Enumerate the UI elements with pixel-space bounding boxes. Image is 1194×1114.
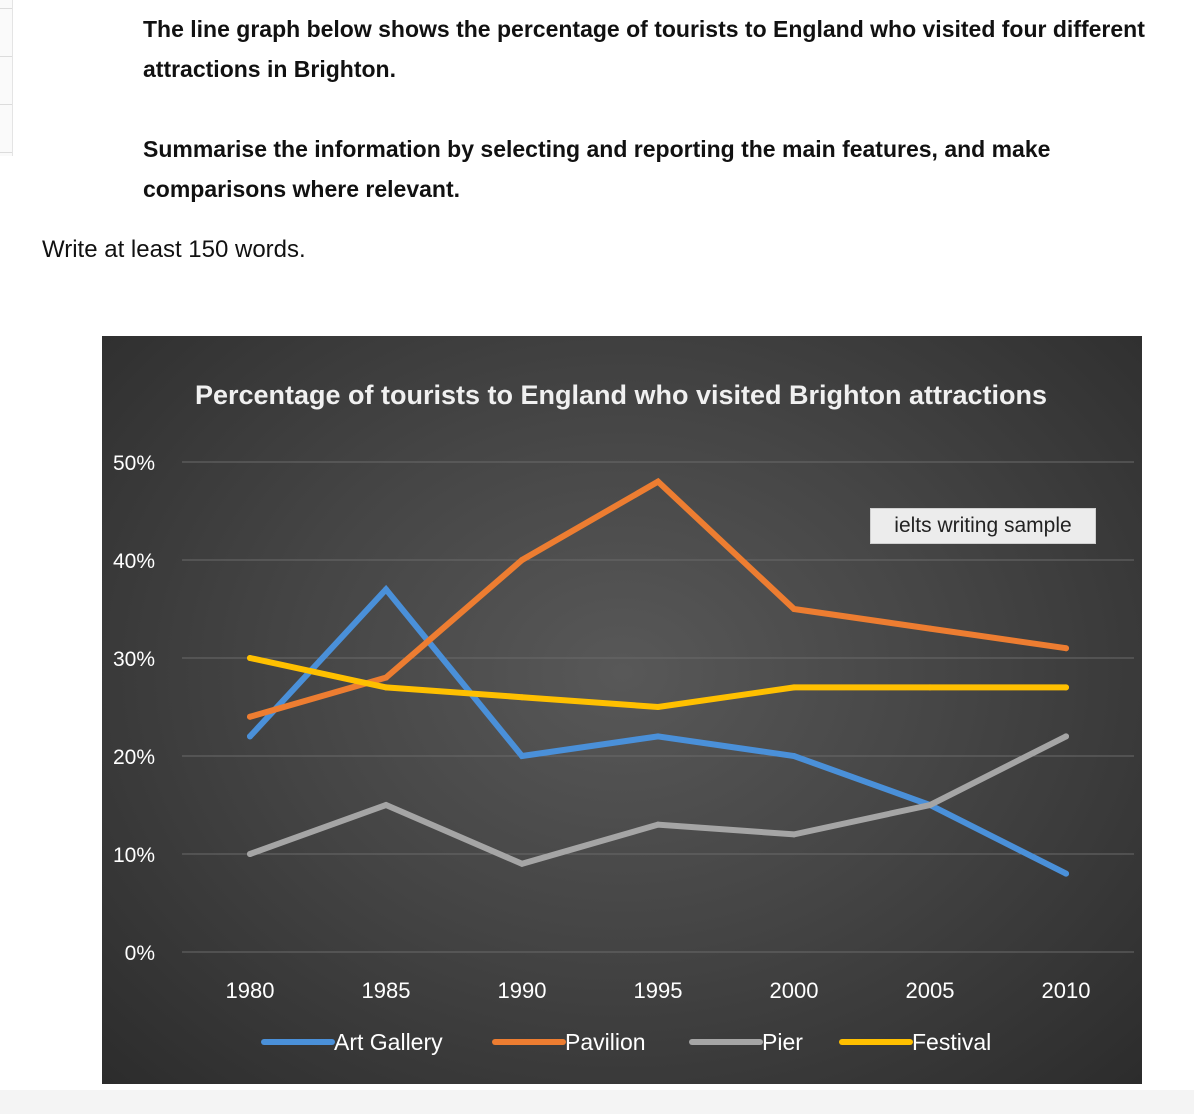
y-tick-label: 0% (125, 942, 155, 965)
word-count-instruction: Write at least 150 words. (42, 236, 306, 263)
data-point (791, 753, 797, 759)
page-footer-band (0, 1090, 1194, 1114)
x-tick-label: 1990 (498, 978, 547, 1003)
series-line (247, 655, 1069, 711)
data-point (383, 802, 389, 808)
data-point (655, 704, 661, 710)
x-tick-label: 2000 (770, 978, 819, 1003)
legend-label: Art Gallery (334, 1029, 443, 1055)
prompt-paragraph-1: The line graph below shows the percentag… (143, 16, 1145, 82)
data-point (655, 821, 661, 828)
data-point (1063, 870, 1069, 877)
chart-legend: Art Gallery Pavilion Pier Festival (261, 1029, 991, 1055)
y-tick-label: 20% (113, 746, 155, 769)
data-point (383, 674, 389, 681)
y-tick-label: 10% (113, 844, 155, 867)
x-tick-label: 1985 (362, 978, 411, 1003)
data-point (519, 860, 525, 867)
data-point (791, 606, 797, 612)
data-point (383, 586, 389, 593)
data-point (927, 802, 933, 808)
page-left-rail (0, 0, 13, 156)
data-point (247, 851, 253, 857)
watermark-label: ielts writing sample (870, 508, 1096, 544)
data-point (1063, 645, 1069, 652)
data-point (927, 625, 933, 632)
data-point (247, 733, 253, 740)
data-point (247, 713, 253, 720)
data-point (519, 557, 525, 563)
chart-gridlines (182, 461, 1134, 953)
legend-label: Festival (912, 1029, 991, 1055)
y-tick-label: 50% (113, 452, 155, 475)
y-tick-label: 30% (113, 648, 155, 671)
y-tick-label: 40% (113, 550, 155, 573)
data-point (519, 694, 525, 701)
x-axis-ticks: 1980 1985 1990 1995 2000 2005 2010 (226, 978, 1091, 1003)
data-point (655, 478, 661, 485)
x-tick-label: 1995 (634, 978, 683, 1003)
legend-label: Pavilion (565, 1029, 646, 1055)
data-point (655, 733, 661, 740)
data-point (383, 684, 389, 691)
chart-series (247, 477, 1069, 877)
data-point (1063, 684, 1069, 691)
prompt-paragraph-2: Summarise the information by selecting a… (143, 136, 1051, 202)
legend-label: Pier (762, 1029, 803, 1055)
chart-title: Percentage of tourists to England who vi… (195, 380, 1047, 410)
x-tick-label: 1980 (226, 978, 275, 1003)
data-point (927, 684, 933, 691)
data-point (1063, 733, 1069, 740)
x-tick-label: 2010 (1042, 978, 1091, 1003)
data-point (791, 831, 797, 838)
x-tick-label: 2005 (906, 978, 955, 1003)
data-point (791, 684, 797, 691)
y-axis-ticks: 0% 10% 20% 30% 40% 50% (113, 452, 155, 965)
data-point (519, 753, 525, 759)
data-point (247, 655, 253, 661)
